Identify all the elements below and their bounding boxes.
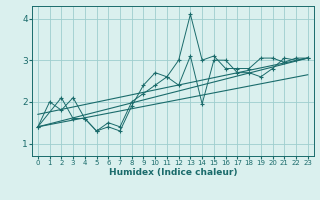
X-axis label: Humidex (Indice chaleur): Humidex (Indice chaleur)	[108, 168, 237, 177]
